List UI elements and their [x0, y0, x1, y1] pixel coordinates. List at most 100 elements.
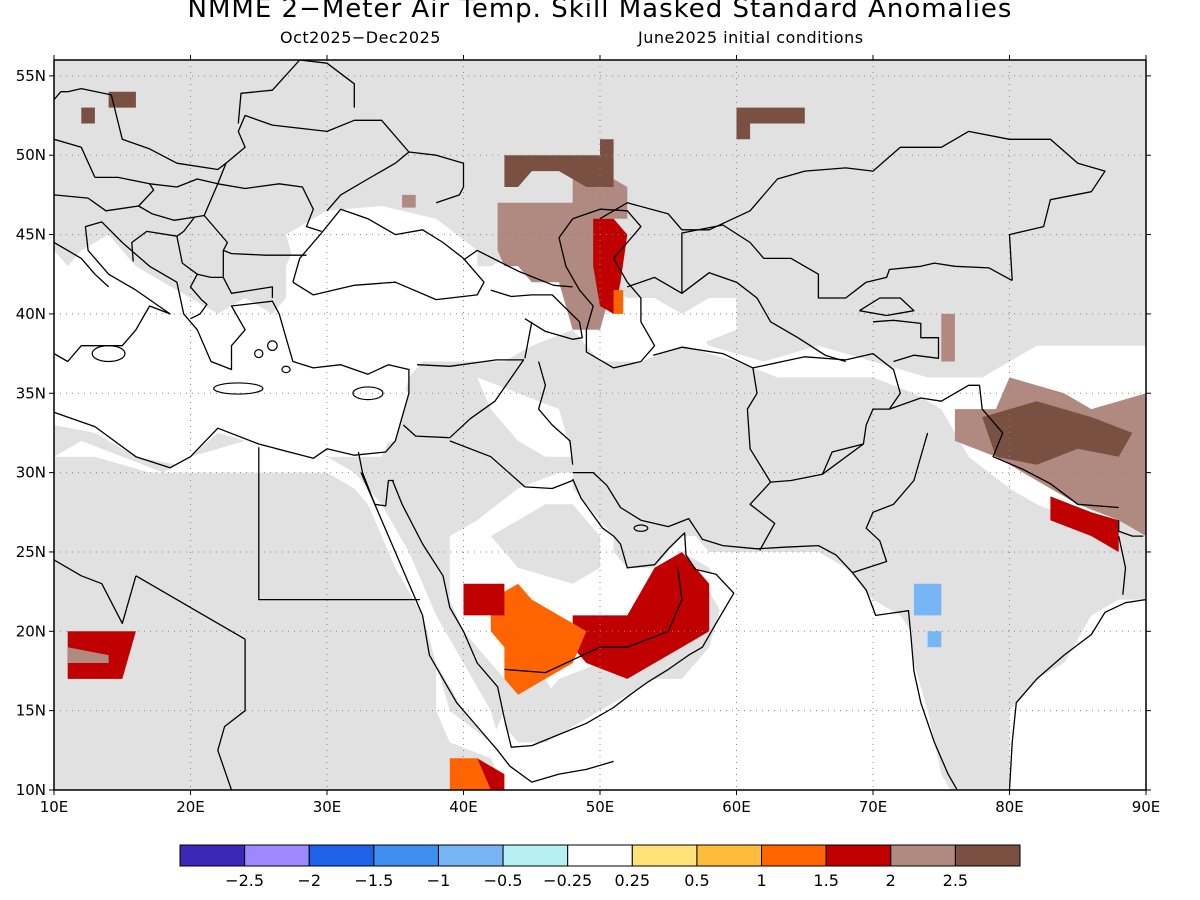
boundary-line-9 [258, 447, 420, 601]
island-3 [91, 345, 126, 363]
boundary-line-33 [326, 151, 465, 212]
colorbar-swatch-0 [179, 844, 246, 867]
boundary-line-30 [859, 297, 915, 317]
anomaly-sahara-chad-core [67, 647, 109, 663]
graticule [54, 60, 1146, 790]
boundary-line-3 [360, 472, 511, 767]
lon-label-80: 80E [995, 798, 1024, 816]
skill-pocket-5 [681, 298, 737, 346]
boundary-line-44 [189, 273, 208, 320]
colorbar-swatch-2 [308, 844, 375, 867]
island-4 [254, 349, 264, 359]
colorbar-label-0: −2.5 [225, 871, 264, 890]
lat-label-40: 40N [16, 305, 46, 323]
boundary-line-29 [872, 319, 940, 363]
boundary-line-2 [54, 221, 410, 469]
anomaly-eritrea [449, 758, 491, 790]
boundary-line-28 [681, 224, 1013, 299]
boundary-line-1 [558, 208, 656, 369]
boundary-line-13 [402, 359, 525, 439]
boundary-line-48 [54, 138, 96, 178]
boundary-line-23 [889, 384, 1119, 509]
anomaly-arabia-west [463, 583, 505, 616]
lon-label-40: 40E [449, 798, 478, 816]
boundary-line-15 [545, 567, 683, 674]
axis-labels: 10E 20E 30E 40E 50E 60E 70E 80E 90E 10N 15N 20N 25N 3… [16, 55, 1160, 816]
boundary-line-6 [1008, 598, 1146, 790]
colorbar-label-3: −1 [427, 871, 451, 890]
anomaly-balkan-north [108, 91, 136, 108]
lon-label-20: 20E [176, 798, 205, 816]
boundary-line-5 [572, 471, 958, 790]
lat-label-15: 15N [16, 702, 46, 720]
colorbar-label-4: −0.5 [484, 871, 523, 890]
lat-label-30: 30N [16, 464, 46, 482]
colorbar-label-11: 2.5 [943, 871, 968, 890]
boundary-line-22 [822, 443, 864, 475]
lat-label-25: 25N [16, 543, 46, 561]
boundary-line-31 [599, 130, 1106, 281]
lat-label-50: 50N [16, 146, 46, 164]
anomaly-nepal-belt [1050, 496, 1119, 552]
lat-label-20: 20N [16, 622, 46, 640]
boundary-line-12 [54, 559, 137, 625]
anomaly-arabia-central [490, 583, 587, 695]
colorbar-swatch-8 [696, 844, 763, 867]
island-7 [633, 524, 649, 532]
boundary-line-35 [217, 114, 410, 185]
colorbar-swatch-11 [890, 844, 956, 867]
boundary-line-25 [1118, 520, 1144, 537]
colorbar-label-5: −0.25 [543, 871, 592, 890]
boundary-line-0 [292, 208, 485, 301]
boundary-line-37 [110, 94, 227, 171]
anomaly-tibet-west [982, 401, 1133, 465]
boundary-line-38 [87, 176, 155, 212]
boundary-line-45 [54, 194, 89, 199]
mask-region-5 [490, 504, 600, 584]
boundary-line-43 [131, 230, 178, 262]
colorbar-label-2: −1.5 [354, 871, 393, 890]
boundary-line-46 [54, 241, 110, 288]
colorbar-label-10: 2 [886, 871, 896, 890]
boundary-line-40 [203, 215, 307, 256]
colorbar-label-6: 0.25 [614, 871, 650, 890]
coastlines-borders [54, 60, 1146, 790]
colorbar: −2.5 −2 −1.5 −1 −0.5 −0.25 0.25 0.5 1 1.5 2 2.5 [179, 844, 1021, 890]
lon-label-70: 70E [859, 798, 888, 816]
lon-label-60: 60E [722, 798, 751, 816]
boundary-line-19 [537, 361, 574, 465]
boundary-line-4 [391, 478, 735, 748]
boundary-line-26 [1118, 535, 1127, 595]
anomaly-hindu-kush [941, 313, 955, 362]
anomaly-ukraine-north [504, 139, 614, 187]
lon-label-50: 50E [586, 798, 615, 816]
colorbar-swatch-12 [954, 844, 1021, 867]
boundary-line-47 [54, 87, 112, 101]
lat-label-55: 55N [16, 67, 46, 85]
lon-label-10: 10E [40, 798, 69, 816]
boundary-line-21 [752, 352, 901, 483]
boundary-line-11 [135, 575, 246, 640]
colorbar-swatch-4 [437, 844, 504, 867]
boundary-line-16 [504, 668, 546, 674]
boundary-line-34 [217, 183, 322, 233]
island-6 [281, 365, 291, 374]
colorbar-swatch-9 [761, 844, 827, 867]
island-5 [267, 340, 278, 352]
anomaly-balkan-west [81, 107, 95, 124]
skill-pocket-1 [54, 345, 409, 465]
boundary-line-42 [176, 216, 224, 279]
island-1 [352, 386, 384, 401]
boundary-line-10 [217, 639, 246, 790]
boundary-line-18 [524, 321, 533, 359]
boundary-line-27 [627, 272, 846, 363]
boundary-line-41 [222, 250, 274, 298]
anomaly-india-west-cool-2 [927, 631, 942, 648]
forecast-period: Oct2025−Dec2025 [280, 28, 441, 47]
anomaly-russia-urals [736, 107, 805, 140]
lat-label-10: 10N [16, 781, 46, 799]
colorbar-swatch-7 [631, 844, 698, 867]
lat-label-35: 35N [16, 384, 46, 402]
boundary-line-17 [490, 289, 583, 340]
anomaly-caspian-north [497, 155, 628, 330]
